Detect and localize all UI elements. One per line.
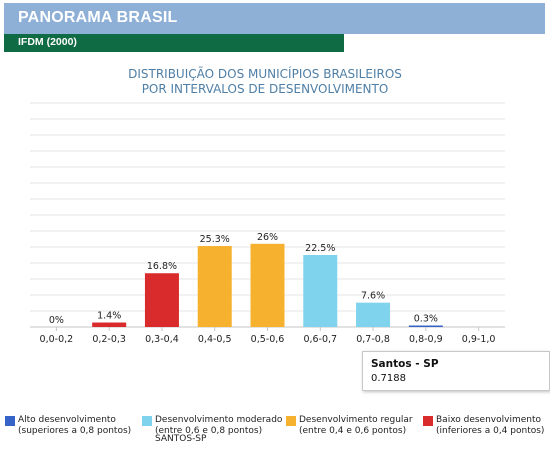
- legend-sublabel-regular: (entre 0,4 e 0,6 pontos): [299, 425, 407, 436]
- legend-swatch-moderado: [142, 416, 152, 426]
- bar: [303, 255, 338, 327]
- data-label: 1.4%: [97, 311, 121, 322]
- x-tick-label: 0,2-0,3: [92, 334, 126, 345]
- x-tick-label: 0,9-1,0: [462, 334, 496, 345]
- legend-label-regular: Desenvolvimento regular: [299, 415, 413, 425]
- x-tick-label: 0,3-0,4: [145, 334, 179, 345]
- x-tick-label: 0,4-0,5: [198, 334, 232, 345]
- bar: [408, 325, 443, 327]
- legend-swatch-baixo: [423, 416, 433, 426]
- bar: [144, 273, 179, 327]
- tooltip-value: 0.7188: [371, 373, 406, 384]
- highlight-label: SANTOS-SP: [155, 434, 207, 444]
- tooltip-name: Santos - SP: [371, 358, 439, 370]
- header-bar: PANORAMA BRASIL: [4, 3, 545, 34]
- data-label: 25.3%: [200, 234, 230, 245]
- legend-sublabel-moderado: (entre 0,6 e 0,8 pontos): [155, 425, 263, 436]
- bar: [356, 302, 391, 327]
- bar: [197, 246, 232, 327]
- data-label: 7.6%: [361, 291, 385, 302]
- subheader-title: IFDM (2000): [18, 36, 77, 48]
- legend-sublabel-alto: (superiores a 0,8 pontos): [18, 425, 132, 436]
- header-title: PANORAMA BRASIL: [18, 9, 178, 26]
- data-label: 22.5%: [305, 243, 335, 254]
- data-label: 26%: [257, 232, 278, 243]
- chart-title-line-2: POR INTERVALOS DE DESENVOLVIMENTO: [141, 82, 389, 96]
- legend-swatch-alto: [5, 416, 15, 426]
- data-label: 0%: [49, 315, 64, 326]
- bar: [250, 243, 285, 327]
- legend-label-moderado: Desenvolvimento moderado: [155, 415, 283, 425]
- subheader-bar: IFDM (2000): [4, 34, 344, 52]
- data-label: 16.8%: [147, 261, 177, 272]
- legend-sublabel-baixo: (inferiores a 0,4 pontos): [436, 425, 545, 436]
- x-tick-label: 0,0-0,2: [40, 334, 74, 345]
- x-tick-label: 0,6-0,7: [303, 334, 337, 345]
- x-tick-label: 0,5-0,6: [251, 334, 285, 345]
- x-tick-label: 0,8-0,9: [409, 334, 443, 345]
- legend-label-baixo: Baixo desenvolvimento: [436, 415, 541, 425]
- chart-title-line-1: DISTRIBUIÇÃO DOS MUNICÍPIOS BRASILEIROS: [128, 67, 402, 81]
- legend-label-alto: Alto desenvolvimento: [18, 415, 116, 425]
- bar: [92, 322, 127, 327]
- data-label: 0.3%: [414, 314, 438, 325]
- legend-swatch-regular: [286, 416, 296, 426]
- x-tick-label: 0,7-0,8: [356, 334, 390, 345]
- tooltip: Santos - SP 0.7188: [362, 351, 550, 391]
